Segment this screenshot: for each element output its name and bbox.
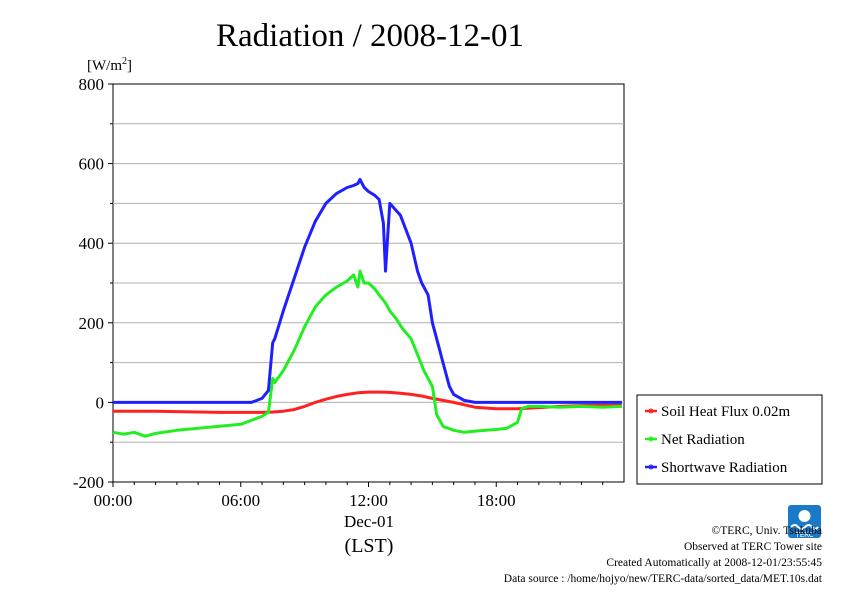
svg-text:TERC: TERC bbox=[794, 531, 813, 539]
source-text: Data source : /home/hojyo/new/TERC-data/… bbox=[504, 573, 823, 585]
x-axis-ticks: 00:00 06:00 12:00 18:00 bbox=[94, 482, 604, 510]
y-axis-unit-label: [W/m2] bbox=[87, 56, 132, 74]
legend-items: Soil Heat Flux 0.02m Net Radiation Shortwa… bbox=[645, 404, 791, 476]
chart-title: Radiation / 2008-12-01 bbox=[216, 18, 524, 54]
terc-logo: TERC bbox=[788, 505, 821, 539]
legend-label: Shortwave Radiation bbox=[661, 460, 788, 476]
x-axis-date-label: Dec-01 bbox=[344, 512, 394, 531]
created-text: Created Automatically at 2008-12-01/23:5… bbox=[606, 557, 822, 569]
observed-text: Observed at TERC Tower site bbox=[684, 541, 822, 553]
y-tick-label: 800 bbox=[79, 75, 105, 94]
series-line-1 bbox=[112, 269, 622, 438]
legend-marker bbox=[648, 464, 654, 470]
legend-marker bbox=[648, 436, 654, 442]
legend-label: Net Radiation bbox=[661, 432, 745, 448]
legend-marker bbox=[648, 408, 654, 414]
series-line-0 bbox=[113, 390, 622, 414]
y-tick-label: 600 bbox=[79, 155, 105, 174]
legend-label: Soil Heat Flux 0.02m bbox=[661, 404, 791, 420]
y-tick-label: -200 bbox=[73, 473, 104, 492]
x-tick-label: 00:00 bbox=[94, 491, 133, 510]
x-tick-label: 12:00 bbox=[349, 491, 388, 510]
y-tick-label: 400 bbox=[79, 234, 105, 253]
series-line-2 bbox=[113, 178, 622, 404]
series-lines bbox=[112, 178, 622, 438]
x-tick-label: 06:00 bbox=[221, 491, 260, 510]
x-tick-label: 18:00 bbox=[477, 491, 516, 510]
y-tick-label: 200 bbox=[79, 314, 105, 333]
x-axis-timezone-label: (LST) bbox=[345, 535, 394, 557]
legend bbox=[636, 394, 823, 485]
y-tick-label: 0 bbox=[96, 393, 105, 412]
copyright-text: ©TERC, Univ. Tsukuba bbox=[712, 525, 822, 537]
y-axis-ticks: -200 0 200 400 600 800 bbox=[73, 75, 113, 492]
